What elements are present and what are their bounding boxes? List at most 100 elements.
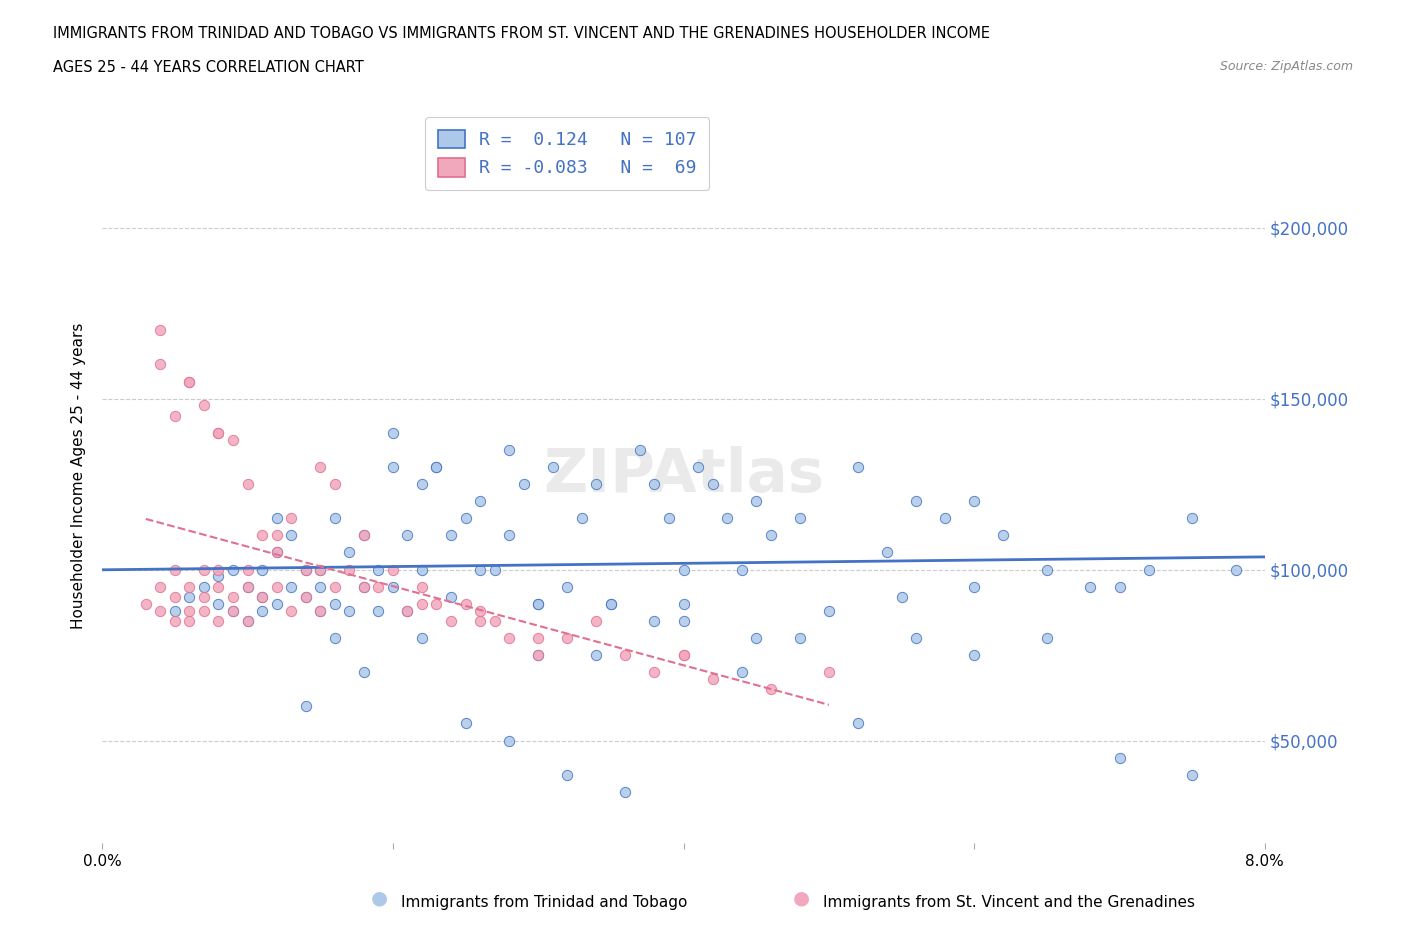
Point xyxy=(323,631,346,645)
Point xyxy=(555,767,578,782)
Point xyxy=(614,647,637,662)
Point xyxy=(309,562,332,577)
Point xyxy=(672,647,695,662)
Text: ZIPAtlas: ZIPAtlas xyxy=(543,446,824,505)
Point xyxy=(207,596,229,611)
Point xyxy=(846,459,869,474)
Point xyxy=(599,596,621,611)
Point xyxy=(1108,751,1130,765)
Point xyxy=(585,647,607,662)
Point xyxy=(179,374,201,389)
Point xyxy=(353,579,375,594)
Point xyxy=(628,443,651,458)
Point xyxy=(294,562,316,577)
Point xyxy=(294,590,316,604)
Point xyxy=(396,604,419,618)
Point xyxy=(163,562,186,577)
Point xyxy=(193,398,215,413)
Point xyxy=(193,579,215,594)
Point xyxy=(454,716,477,731)
Point xyxy=(135,596,157,611)
Point xyxy=(527,647,550,662)
Point xyxy=(571,511,593,525)
Point xyxy=(498,631,520,645)
Point xyxy=(222,432,245,447)
Point xyxy=(207,425,229,440)
Point xyxy=(730,562,752,577)
Point xyxy=(149,323,172,338)
Point xyxy=(1108,579,1130,594)
Point xyxy=(905,494,928,509)
Point xyxy=(309,459,332,474)
Point xyxy=(527,647,550,662)
Point xyxy=(149,604,172,618)
Point xyxy=(207,579,229,594)
Point xyxy=(222,604,245,618)
Point xyxy=(309,604,332,618)
Point xyxy=(541,459,564,474)
Point xyxy=(789,511,811,525)
Point xyxy=(367,604,389,618)
Point xyxy=(250,590,273,604)
Point xyxy=(337,545,360,560)
Point xyxy=(163,590,186,604)
Point xyxy=(337,604,360,618)
Point xyxy=(425,459,447,474)
Point xyxy=(672,596,695,611)
Point xyxy=(179,374,201,389)
Point xyxy=(266,545,288,560)
Point xyxy=(498,733,520,748)
Text: ●: ● xyxy=(371,889,388,908)
Point xyxy=(440,590,463,604)
Point xyxy=(555,631,578,645)
Point xyxy=(614,784,637,799)
Point xyxy=(716,511,738,525)
Point xyxy=(512,477,534,492)
Point xyxy=(323,596,346,611)
Point xyxy=(163,614,186,629)
Point xyxy=(266,528,288,543)
Point xyxy=(280,579,302,594)
Point xyxy=(381,459,404,474)
Point xyxy=(236,477,259,492)
Point xyxy=(672,562,695,577)
Point xyxy=(672,614,695,629)
Point xyxy=(818,604,841,618)
Point xyxy=(266,511,288,525)
Point xyxy=(411,477,433,492)
Point xyxy=(1181,767,1204,782)
Point xyxy=(179,590,201,604)
Point xyxy=(149,579,172,594)
Point xyxy=(323,477,346,492)
Point xyxy=(454,596,477,611)
Point xyxy=(934,511,956,525)
Point xyxy=(468,562,491,577)
Point xyxy=(498,443,520,458)
Point xyxy=(149,357,172,372)
Point xyxy=(250,590,273,604)
Point xyxy=(236,562,259,577)
Point xyxy=(1036,562,1059,577)
Point xyxy=(207,614,229,629)
Point xyxy=(179,579,201,594)
Point xyxy=(876,545,898,560)
Point xyxy=(266,596,288,611)
Point xyxy=(266,579,288,594)
Point xyxy=(963,494,986,509)
Point xyxy=(993,528,1015,543)
Point xyxy=(498,528,520,543)
Point xyxy=(207,562,229,577)
Point xyxy=(702,477,724,492)
Point xyxy=(846,716,869,731)
Text: Immigrants from Trinidad and Tobago: Immigrants from Trinidad and Tobago xyxy=(401,895,688,910)
Point xyxy=(222,604,245,618)
Point xyxy=(309,562,332,577)
Point xyxy=(353,528,375,543)
Point xyxy=(207,425,229,440)
Point xyxy=(643,614,665,629)
Point xyxy=(425,596,447,611)
Point xyxy=(266,545,288,560)
Point xyxy=(411,579,433,594)
Point xyxy=(193,590,215,604)
Point xyxy=(1036,631,1059,645)
